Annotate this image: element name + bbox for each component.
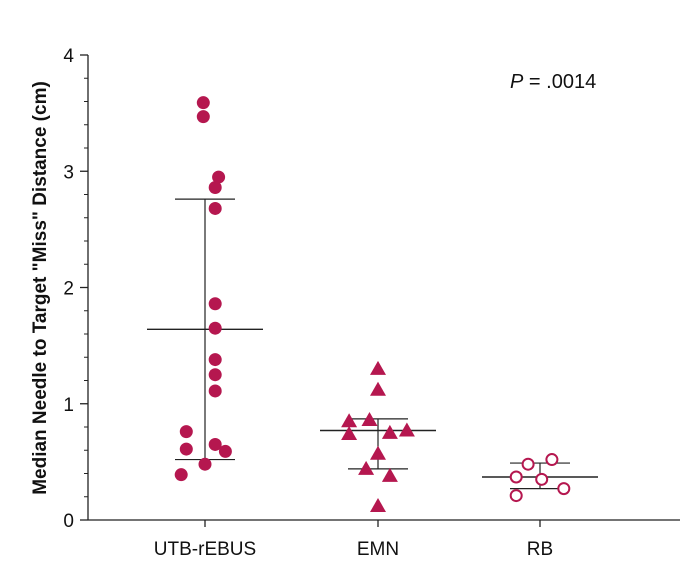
- data-point: [545, 453, 559, 467]
- data-point: [341, 425, 358, 440]
- data-point: [509, 489, 523, 503]
- p-value-text: = .0014: [523, 71, 596, 93]
- data-point: [196, 110, 210, 124]
- data-point: [370, 381, 386, 396]
- data-point: [179, 442, 193, 456]
- data-point: [179, 425, 193, 439]
- data-point: [208, 201, 222, 215]
- y-tick-label: 1: [63, 395, 74, 416]
- data-points: [174, 96, 571, 513]
- data-point: [212, 170, 226, 184]
- x-category-label: UTB-rEBUS: [154, 539, 256, 560]
- y-axis-label: Median Needle to Target "Miss" Distance …: [30, 81, 51, 495]
- data-point: [341, 413, 358, 428]
- data-point: [196, 96, 210, 110]
- data-point: [208, 321, 222, 335]
- data-point: [174, 468, 188, 482]
- p-value-symbol: P: [510, 71, 524, 93]
- x-category-label: RB: [527, 539, 553, 560]
- x-category-label: EMN: [357, 539, 399, 560]
- data-point: [521, 457, 535, 471]
- y-tick-label: 3: [63, 162, 74, 183]
- data-point: [208, 353, 222, 367]
- data-point: [509, 470, 523, 484]
- data-point: [370, 445, 386, 460]
- data-point: [370, 360, 386, 375]
- p-value-annotation: P = .0014: [510, 71, 596, 93]
- data-point: [198, 457, 212, 471]
- data-point: [557, 482, 571, 496]
- data-point: [208, 437, 222, 451]
- data-point: [358, 460, 375, 475]
- data-point: [218, 444, 232, 458]
- data-point: [535, 472, 549, 486]
- data-point: [381, 424, 398, 439]
- data-point: [208, 384, 222, 398]
- y-tick-label: 2: [63, 279, 74, 300]
- median-iqr-bars: [147, 198, 598, 490]
- axes: 0 1 2 3 4 UTB-rEBUS EMN RB: [63, 46, 680, 560]
- y-tick-label: 0: [63, 511, 74, 532]
- data-point: [381, 467, 398, 482]
- data-point: [208, 297, 222, 311]
- data-point: [370, 498, 386, 513]
- y-tick-label: 4: [63, 46, 74, 67]
- data-point: [208, 181, 222, 195]
- data-point: [398, 422, 415, 437]
- data-point: [208, 368, 222, 382]
- data-point: [361, 412, 378, 427]
